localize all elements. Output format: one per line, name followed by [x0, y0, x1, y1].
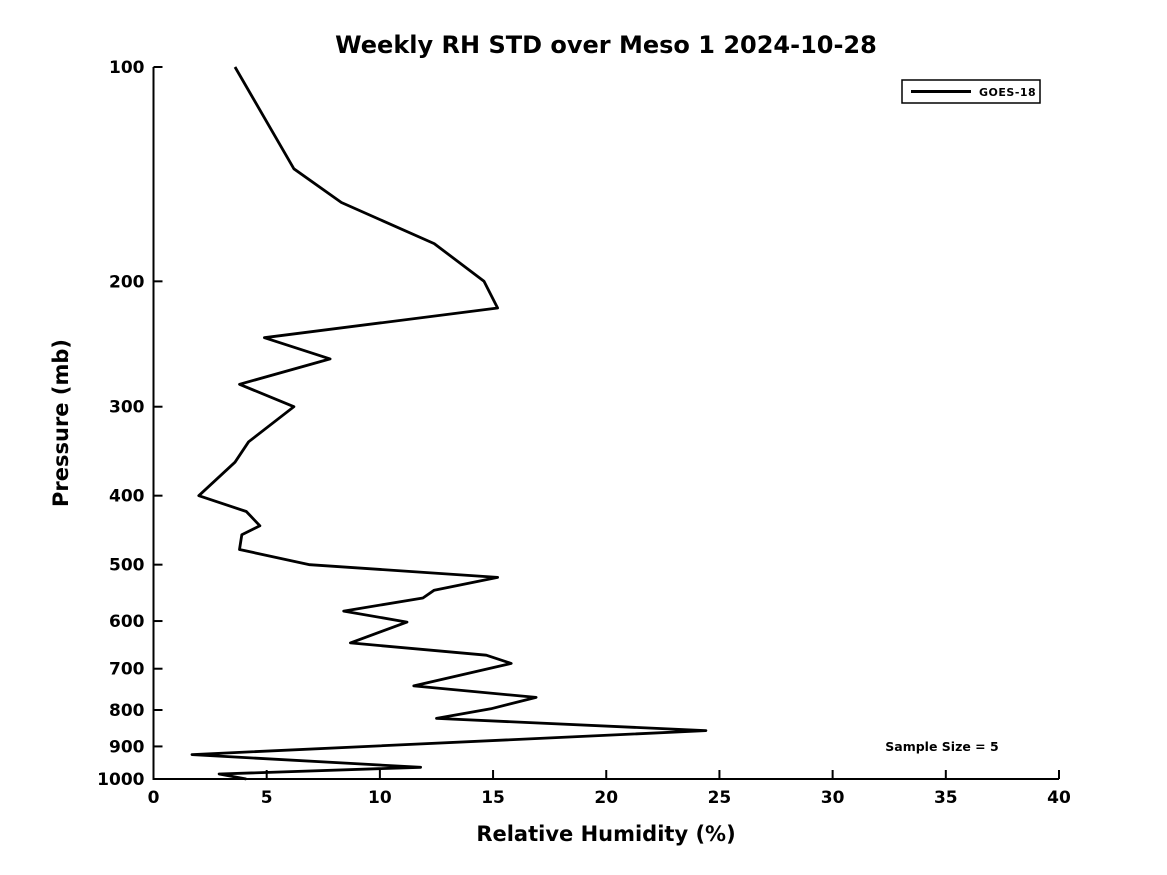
y-tick-label: 400: [109, 487, 145, 507]
x-tick-label: 0: [148, 788, 160, 808]
y-tick-label: 900: [109, 737, 145, 757]
sample-size-annotation: Sample Size = 5: [885, 739, 998, 754]
x-tick-label: 10: [368, 788, 392, 808]
y-axis-ticks: [153, 66, 163, 780]
y-tick-label: 100: [109, 58, 145, 78]
y-tick-label: 1000: [97, 770, 144, 790]
x-axis-ticks: [152, 770, 1060, 779]
series-path-goes-18: [190, 66, 708, 781]
x-tick-label: 5: [261, 788, 273, 808]
axes-spines: [152, 67, 1059, 780]
x-tick-label: 15: [481, 788, 505, 808]
legend: GOES-18: [901, 79, 1041, 104]
y-tick-label: 600: [109, 612, 145, 632]
y-tick-label: 700: [109, 660, 145, 680]
x-tick-label: 25: [708, 788, 732, 808]
y-axis-tick-labels: 100 200 300 400 500 600 700 800 900 1000: [97, 58, 144, 790]
legend-label: GOES-18: [979, 86, 1036, 99]
x-tick-label: 35: [934, 788, 958, 808]
y-axis-label: Pressure (mb): [49, 339, 73, 507]
x-axis-tick-labels: 0 5 10 15 20 25 30 35 40: [148, 788, 1071, 808]
x-tick-label: 30: [821, 788, 845, 808]
chart-title: Weekly RH STD over Meso 1 2024-10-28: [335, 31, 877, 59]
x-axis-label: Relative Humidity (%): [476, 822, 735, 846]
y-tick-label: 200: [109, 272, 145, 292]
y-tick-label: 500: [109, 556, 145, 576]
y-tick-label: 800: [109, 701, 145, 721]
y-tick-label: 300: [109, 398, 145, 418]
data-line-goes-18: [190, 66, 708, 781]
x-tick-label: 40: [1047, 788, 1071, 808]
x-tick-label: 20: [594, 788, 618, 808]
